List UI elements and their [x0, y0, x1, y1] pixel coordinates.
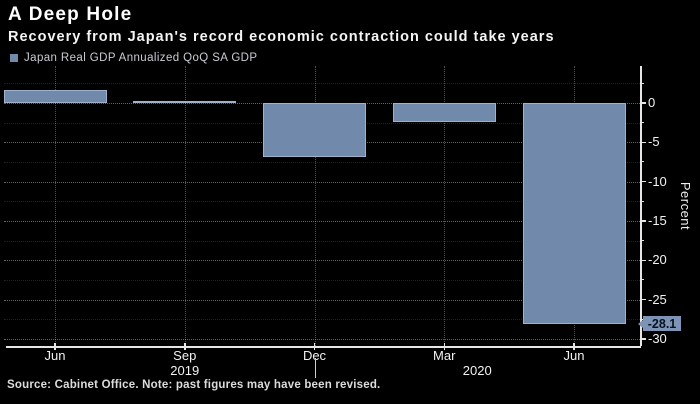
minor-gridline: [4, 240, 640, 242]
x-tick-label: Mar: [433, 348, 456, 363]
bar-dec-2019: [263, 102, 366, 158]
chart-subtitle: Recovery from Japan's record economic co…: [8, 29, 555, 45]
x-tick: [313, 343, 316, 350]
minor-gridline: [4, 161, 640, 163]
x-tick-label: Sep: [173, 348, 197, 363]
minor-gridline: [4, 201, 640, 203]
legend-swatch-icon: [10, 54, 18, 62]
y-tick-label: 0: [648, 94, 656, 110]
major-gridline: [4, 299, 640, 301]
bar-mar-2020: [392, 102, 496, 122]
y-minor-tick: [641, 279, 644, 281]
y-major-tick: [641, 220, 646, 222]
y-tick-label: -15: [648, 212, 667, 228]
x-tick-label: Jun: [563, 348, 585, 363]
x-tick-label: Jun: [44, 348, 66, 363]
y-minor-tick: [641, 82, 644, 84]
chart-title: A Deep Hole: [8, 4, 133, 25]
y-tick-label: -25: [648, 291, 667, 307]
source-note: Source: Cabinet Office. Note: past figur…: [7, 379, 381, 391]
vertical-gridline: [184, 66, 186, 346]
major-gridline: [4, 220, 640, 222]
bar-sep-2019: [133, 101, 237, 104]
y-major-tick: [641, 141, 646, 144]
y-minor-tick: [641, 122, 644, 124]
vertical-gridline: [55, 66, 56, 346]
y-major-tick: [641, 338, 646, 340]
year-label: 2020: [462, 363, 492, 378]
minor-gridline: [4, 319, 640, 321]
y-tick-label: -10: [648, 173, 667, 189]
x-tick: [54, 343, 56, 350]
major-gridline: [4, 338, 640, 340]
x-tick: [573, 343, 575, 350]
major-gridline: [4, 260, 640, 262]
minor-gridline: [4, 279, 640, 281]
legend-label: Japan Real GDP Annualized QoQ SA GDP: [24, 52, 258, 64]
bar-jun-2019: [3, 90, 107, 103]
minor-gridline: [4, 83, 640, 85]
y-major-tick: [641, 102, 646, 104]
y-minor-tick: [641, 318, 644, 320]
y-minor-tick: [641, 200, 644, 202]
year-label: 2019: [170, 363, 200, 378]
y-major-tick: [641, 259, 646, 262]
vertical-gridline: [314, 66, 316, 346]
y-axis-line: [640, 66, 642, 346]
y-major-tick: [641, 298, 646, 301]
year-divider: [314, 358, 316, 378]
bar-jun-2020: [522, 102, 626, 324]
y-tick-label: -30: [648, 330, 667, 346]
vertical-gridline: [444, 66, 446, 346]
y-minor-tick: [641, 240, 644, 242]
major-gridline: [4, 181, 640, 183]
y-tick-label: -20: [648, 252, 667, 268]
y-minor-tick: [641, 161, 644, 163]
y-tick-label: -5: [648, 134, 660, 150]
callout-arrow-icon: [638, 319, 643, 328]
x-tick-label: Dec: [302, 348, 327, 363]
x-tick: [443, 343, 445, 350]
x-tick: [184, 343, 186, 350]
value-callout: -28.1: [638, 316, 681, 332]
legend: Japan Real GDP Annualized QoQ SA GDP: [10, 52, 257, 64]
y-axis-title: Percent: [678, 181, 693, 231]
y-major-tick: [641, 180, 646, 183]
x-axis-line: [6, 346, 641, 348]
